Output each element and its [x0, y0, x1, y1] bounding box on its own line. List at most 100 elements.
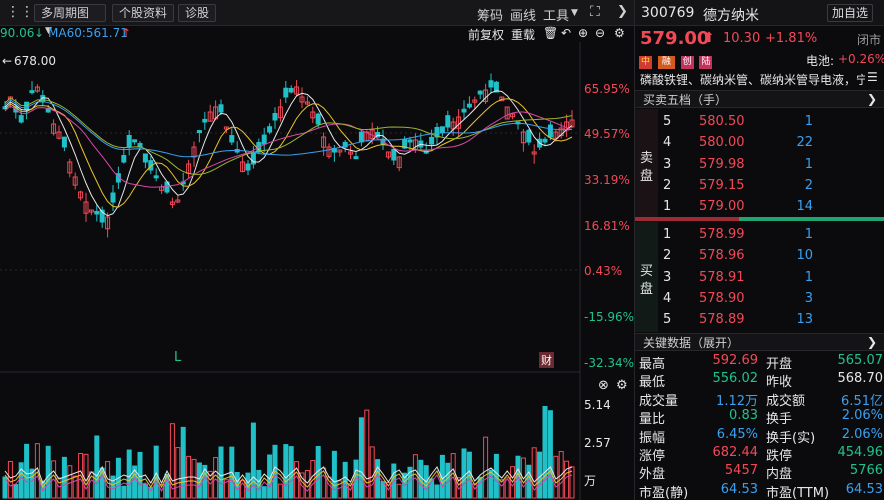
pct-label: 0.43%	[584, 264, 623, 278]
candle	[234, 141, 240, 154]
expand-icon[interactable]: ❯	[867, 335, 878, 349]
sell-row[interactable]: 1 579.00 14	[635, 196, 884, 217]
buy-row[interactable]: 1 578.99 1	[635, 224, 884, 245]
volume-bar	[364, 409, 370, 499]
menu-icon[interactable]: ☰	[867, 70, 878, 84]
volume-bar	[321, 467, 327, 499]
sell-level: 4	[663, 135, 672, 151]
collapse-right-icon[interactable]: ❯	[617, 4, 628, 19]
high-price-label: 678.00	[14, 54, 56, 68]
sell-row[interactable]: 2 579.15 2	[635, 175, 884, 196]
stock-info-button[interactable]: 个股资料	[112, 4, 175, 22]
draw-line-button[interactable]: 画线	[510, 9, 537, 24]
sell-row[interactable]: 3 579.98 1	[635, 154, 884, 175]
badge-row: 中 融 创 陆	[639, 53, 713, 69]
sell-level: 5	[663, 114, 672, 129]
candle	[175, 195, 181, 204]
keydata-value: 6.51亿	[841, 393, 883, 409]
buy-row[interactable]: 3 578.91 1	[635, 267, 884, 288]
volume-bar	[450, 453, 456, 499]
candle	[29, 81, 35, 95]
volume-bar	[245, 472, 251, 499]
volume-bar	[429, 478, 435, 499]
chevron-down-icon: ▼	[45, 26, 52, 36]
volume-bar	[493, 453, 499, 499]
up-arrow-icon: ⬆	[703, 30, 715, 46]
keydata-label: 换手	[766, 412, 793, 428]
sell-row[interactable]: 5 580.50 1	[635, 111, 884, 132]
board-label: 电池:	[806, 54, 835, 68]
volume-bar	[51, 460, 57, 499]
buy-row[interactable]: 4 578.90 3	[635, 288, 884, 309]
concept-tags[interactable]: 磷酸铁锂、碳纳米管、碳纳米管导电液，宁德...	[640, 73, 865, 87]
candle	[51, 119, 57, 136]
candle	[483, 83, 489, 104]
volume-bar	[94, 435, 100, 499]
keydata-value: 0.83	[729, 408, 758, 424]
candle	[299, 87, 305, 109]
candle	[310, 106, 316, 124]
volume-bar	[553, 455, 559, 499]
stock-code: 300769	[641, 5, 695, 21]
sell-volume: 1	[804, 114, 813, 129]
keydata-label: 成交量	[639, 393, 679, 409]
keydata-value: 64.53	[845, 481, 883, 497]
buy-label-char: 买	[640, 264, 654, 279]
volume-bar	[542, 405, 548, 499]
volume-bar	[294, 461, 300, 499]
volume-bar	[24, 443, 30, 499]
volume-bar	[520, 457, 526, 499]
buy-row[interactable]: 5 578.89 13	[635, 309, 884, 330]
expand-icon[interactable]: ❯	[867, 92, 878, 106]
fullscreen-icon[interactable]: ⛶	[590, 4, 600, 20]
candle	[294, 79, 300, 97]
keydata-title[interactable]: 关键数据（展开）	[635, 333, 884, 351]
candlestick-chart[interactable]	[0, 42, 634, 500]
keydata-value: 565.07	[837, 353, 884, 368]
volume-bar	[18, 462, 24, 499]
settings-gear-icon[interactable]: ⚙	[614, 26, 625, 40]
reload-button[interactable]: 重载	[511, 28, 536, 42]
buy-level: 2	[663, 248, 672, 264]
candle	[267, 123, 273, 135]
sell-row[interactable]: 4 580.00 22	[635, 132, 884, 153]
candle	[34, 84, 40, 93]
sell-side-label: 卖 盘	[635, 109, 658, 217]
candle	[569, 110, 575, 129]
tools-button[interactable]: 工具	[543, 9, 570, 24]
keydata-label: 换手(实)	[766, 430, 816, 446]
period-dropdown[interactable]: 多周期图 ▼	[34, 4, 106, 36]
buy-pressure-bar	[739, 217, 884, 221]
buy-row[interactable]: 2 578.96 10	[635, 245, 884, 266]
candle	[99, 206, 105, 228]
close-panel-icon[interactable]: ⊗	[598, 378, 609, 393]
settings-gear-icon[interactable]: ⚙	[616, 378, 628, 393]
volume-bar	[142, 483, 148, 499]
restore-right-button[interactable]: 前复权	[468, 28, 505, 42]
add-watchlist-button[interactable]: 加自选	[827, 4, 874, 22]
undo-icon[interactable]: ↶	[561, 26, 572, 40]
marker-l[interactable]: L	[174, 350, 182, 365]
stock-name: 德方纳米	[703, 8, 759, 24]
zoom-out-icon[interactable]: ⊖	[595, 26, 606, 40]
volume-bar	[175, 447, 181, 499]
chips-button[interactable]: 筹码	[477, 9, 504, 24]
buy-level: 1	[663, 227, 672, 242]
sell-label-char: 卖	[640, 151, 654, 166]
keydata-value: 6.45%	[716, 426, 758, 442]
diagnose-button[interactable]: 诊股	[178, 4, 217, 22]
keydata-value: 1.12万	[716, 393, 758, 409]
financial-report-badge[interactable]: 财	[539, 352, 554, 368]
buy-price: 578.89	[699, 312, 745, 328]
keydata-label: 市盈(TTM)	[766, 485, 830, 500]
grid-menu-icon[interactable]: ⋮⋮	[6, 4, 34, 20]
keydata-label: 跌停	[766, 449, 793, 464]
zoom-in-icon[interactable]: ⊕	[578, 26, 589, 40]
keydata-label: 外盘	[639, 467, 666, 483]
candle	[142, 153, 148, 169]
volume-bar	[283, 444, 289, 499]
chevron-down-icon[interactable]: ▼	[571, 8, 578, 18]
sell-volume: 14	[796, 199, 813, 215]
keydata-row: 振幅 6.45% 换手(实) 2.06%	[635, 426, 884, 446]
trash-icon[interactable]: 🗑	[543, 26, 559, 40]
